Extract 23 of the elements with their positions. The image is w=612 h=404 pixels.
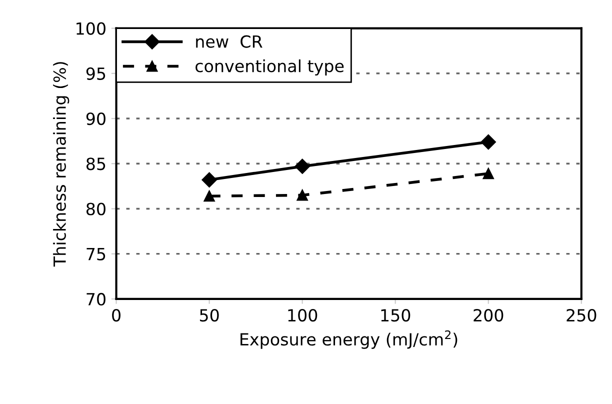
point [480, 134, 496, 150]
legend-label: conventional type [196, 59, 344, 76]
y-tick-label: 100 [76, 22, 106, 35]
legend-label: new CR [196, 35, 262, 48]
point [296, 190, 308, 201]
y-tick-label: 95 [86, 67, 106, 80]
x-tick-label: 200 [474, 308, 504, 322]
y-tick-label: 75 [86, 248, 106, 260]
x-tick-label: 0 [112, 308, 120, 322]
y-tick-label: 80 [86, 202, 106, 216]
point [202, 172, 217, 188]
point [482, 168, 494, 180]
x-tick-label: 50 [200, 308, 219, 322]
y-tick-label: 70 [86, 292, 106, 306]
y-tick-label: 85 [86, 158, 106, 170]
point [204, 190, 215, 202]
point [294, 158, 310, 174]
x-tick-label: 150 [381, 308, 410, 322]
y-tick-label: 90 [86, 112, 106, 126]
x-axis-title: Exposure energy (mJ/cm$^{2}$) [240, 330, 458, 349]
x-tick-label: 250 [566, 308, 596, 322]
y-axis-title: Thickness remaining (%) [53, 62, 70, 267]
x-tick-label: 100 [288, 308, 318, 322]
